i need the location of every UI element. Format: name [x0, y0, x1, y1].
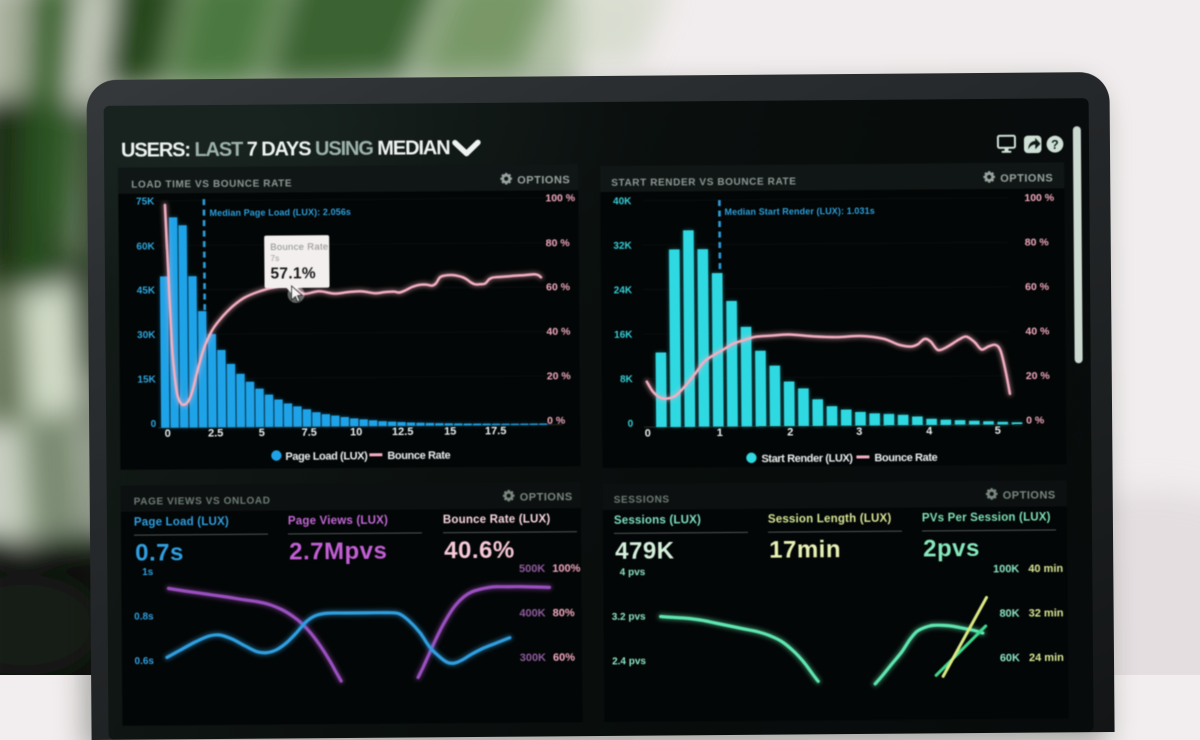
svg-text:16K: 16K: [614, 330, 633, 341]
svg-text:Start Render (LUX): Start Render (LUX): [761, 453, 853, 466]
svg-text:17min: 17min: [769, 536, 841, 564]
svg-text:0.7s: 0.7s: [135, 539, 184, 566]
svg-text:0.8s: 0.8s: [134, 612, 154, 623]
svg-text:4: 4: [926, 425, 933, 437]
svg-text:400K: 400K: [519, 607, 545, 619]
svg-text:80 %: 80 %: [1025, 237, 1050, 249]
svg-text:0: 0: [151, 419, 157, 430]
svg-text:5: 5: [995, 425, 1001, 437]
svg-text:PAGE VIEWS VS ONLOAD: PAGE VIEWS VS ONLOAD: [134, 496, 271, 508]
svg-text:40 %: 40 %: [546, 326, 571, 338]
svg-text:60 %: 60 %: [1025, 281, 1050, 293]
svg-text:0 %: 0 %: [1026, 415, 1045, 427]
svg-text:40 min: 40 min: [1028, 563, 1063, 575]
svg-text:100%: 100%: [552, 563, 580, 575]
svg-text:Page Load (LUX): Page Load (LUX): [285, 450, 368, 463]
svg-text:Bounce Rate: Bounce Rate: [387, 450, 450, 462]
svg-text:80 %: 80 %: [546, 237, 571, 249]
svg-text:4 pvs: 4 pvs: [620, 567, 646, 578]
svg-text:PVs Per Session (LUX): PVs Per Session (LUX): [922, 511, 1051, 524]
svg-text:40 %: 40 %: [1025, 326, 1050, 338]
svg-text:OPTIONS: OPTIONS: [517, 174, 570, 186]
svg-text:45K: 45K: [137, 286, 156, 297]
svg-text:20 %: 20 %: [1026, 370, 1051, 382]
svg-text:100 %: 100 %: [1024, 192, 1055, 204]
svg-text:8K: 8K: [620, 374, 634, 385]
svg-text:Median Start Render (LUX): 1.0: Median Start Render (LUX): 1.031s: [724, 206, 874, 217]
svg-text:Bounce Rate: Bounce Rate: [874, 452, 937, 464]
svg-text:Sessions (LUX): Sessions (LUX): [614, 514, 701, 527]
svg-text:60K: 60K: [1000, 652, 1020, 664]
svg-text:17.5: 17.5: [485, 425, 507, 437]
svg-text:10: 10: [350, 426, 362, 438]
svg-text:15K: 15K: [137, 375, 156, 386]
svg-text:Session Length (LUX): Session Length (LUX): [768, 513, 892, 526]
svg-text:7.5: 7.5: [302, 427, 317, 439]
svg-text:80%: 80%: [553, 607, 575, 619]
svg-text:0: 0: [645, 428, 651, 440]
svg-text:60%: 60%: [553, 652, 575, 664]
svg-text:32 min: 32 min: [1029, 607, 1064, 619]
svg-text:300K: 300K: [520, 652, 546, 664]
svg-text:30K: 30K: [137, 330, 156, 341]
svg-text:0 %: 0 %: [547, 415, 566, 427]
svg-text:USERS: LAST 7 DAYS USING MEDIA: USERS: LAST 7 DAYS USING MEDIAN: [121, 137, 450, 162]
svg-text:1s: 1s: [142, 567, 154, 578]
svg-text:Page Load (LUX): Page Load (LUX): [134, 516, 229, 529]
svg-text:START RENDER VS BOUNCE RATE: START RENDER VS BOUNCE RATE: [611, 176, 796, 188]
svg-text:OPTIONS: OPTIONS: [520, 491, 573, 503]
svg-text:75K: 75K: [136, 197, 155, 208]
svg-text:3.2 pvs: 3.2 pvs: [612, 612, 646, 623]
svg-text:60K: 60K: [136, 241, 155, 252]
svg-text:15: 15: [444, 426, 456, 438]
svg-text:24 min: 24 min: [1029, 652, 1064, 664]
svg-text:479K: 479K: [615, 537, 675, 564]
svg-text:20 %: 20 %: [547, 370, 572, 382]
svg-text:2: 2: [787, 426, 793, 438]
svg-text:LOAD TIME VS BOUNCE RATE: LOAD TIME VS BOUNCE RATE: [131, 178, 292, 190]
svg-text:Bounce Rate: Bounce Rate: [270, 242, 328, 253]
svg-text:2pvs: 2pvs: [923, 535, 980, 562]
svg-text:?: ?: [1051, 138, 1059, 152]
svg-text:40K: 40K: [613, 196, 632, 207]
svg-text:60 %: 60 %: [546, 281, 571, 293]
svg-text:0: 0: [165, 428, 171, 440]
svg-text:SESSIONS: SESSIONS: [614, 494, 670, 505]
svg-text:Median Page Load (LUX): 2.056s: Median Page Load (LUX): 2.056s: [209, 207, 351, 218]
svg-text:1: 1: [717, 427, 723, 439]
svg-text:Page Views (LUX): Page Views (LUX): [288, 515, 388, 528]
svg-text:40.6%: 40.6%: [444, 537, 515, 565]
svg-text:5: 5: [259, 427, 265, 439]
svg-text:100 %: 100 %: [545, 192, 576, 204]
svg-text:32K: 32K: [613, 241, 632, 252]
svg-text:0: 0: [628, 419, 634, 430]
svg-text:OPTIONS: OPTIONS: [1000, 172, 1053, 184]
svg-text:500K: 500K: [519, 563, 545, 575]
svg-text:24K: 24K: [614, 285, 633, 296]
svg-text:OPTIONS: OPTIONS: [1003, 489, 1056, 501]
svg-text:2.4 pvs: 2.4 pvs: [612, 656, 646, 667]
svg-text:57.1%: 57.1%: [270, 265, 316, 282]
svg-text:100K: 100K: [993, 563, 1019, 575]
svg-text:2.7Mpvs: 2.7Mpvs: [289, 538, 387, 566]
svg-text:Bounce Rate (LUX): Bounce Rate (LUX): [443, 513, 551, 526]
svg-text:7s: 7s: [270, 253, 279, 263]
svg-text:80K: 80K: [999, 608, 1019, 620]
svg-text:2.5: 2.5: [208, 427, 223, 439]
svg-text:12.5: 12.5: [392, 426, 414, 438]
svg-text:0.6s: 0.6s: [134, 656, 154, 667]
svg-text:3: 3: [856, 426, 862, 438]
